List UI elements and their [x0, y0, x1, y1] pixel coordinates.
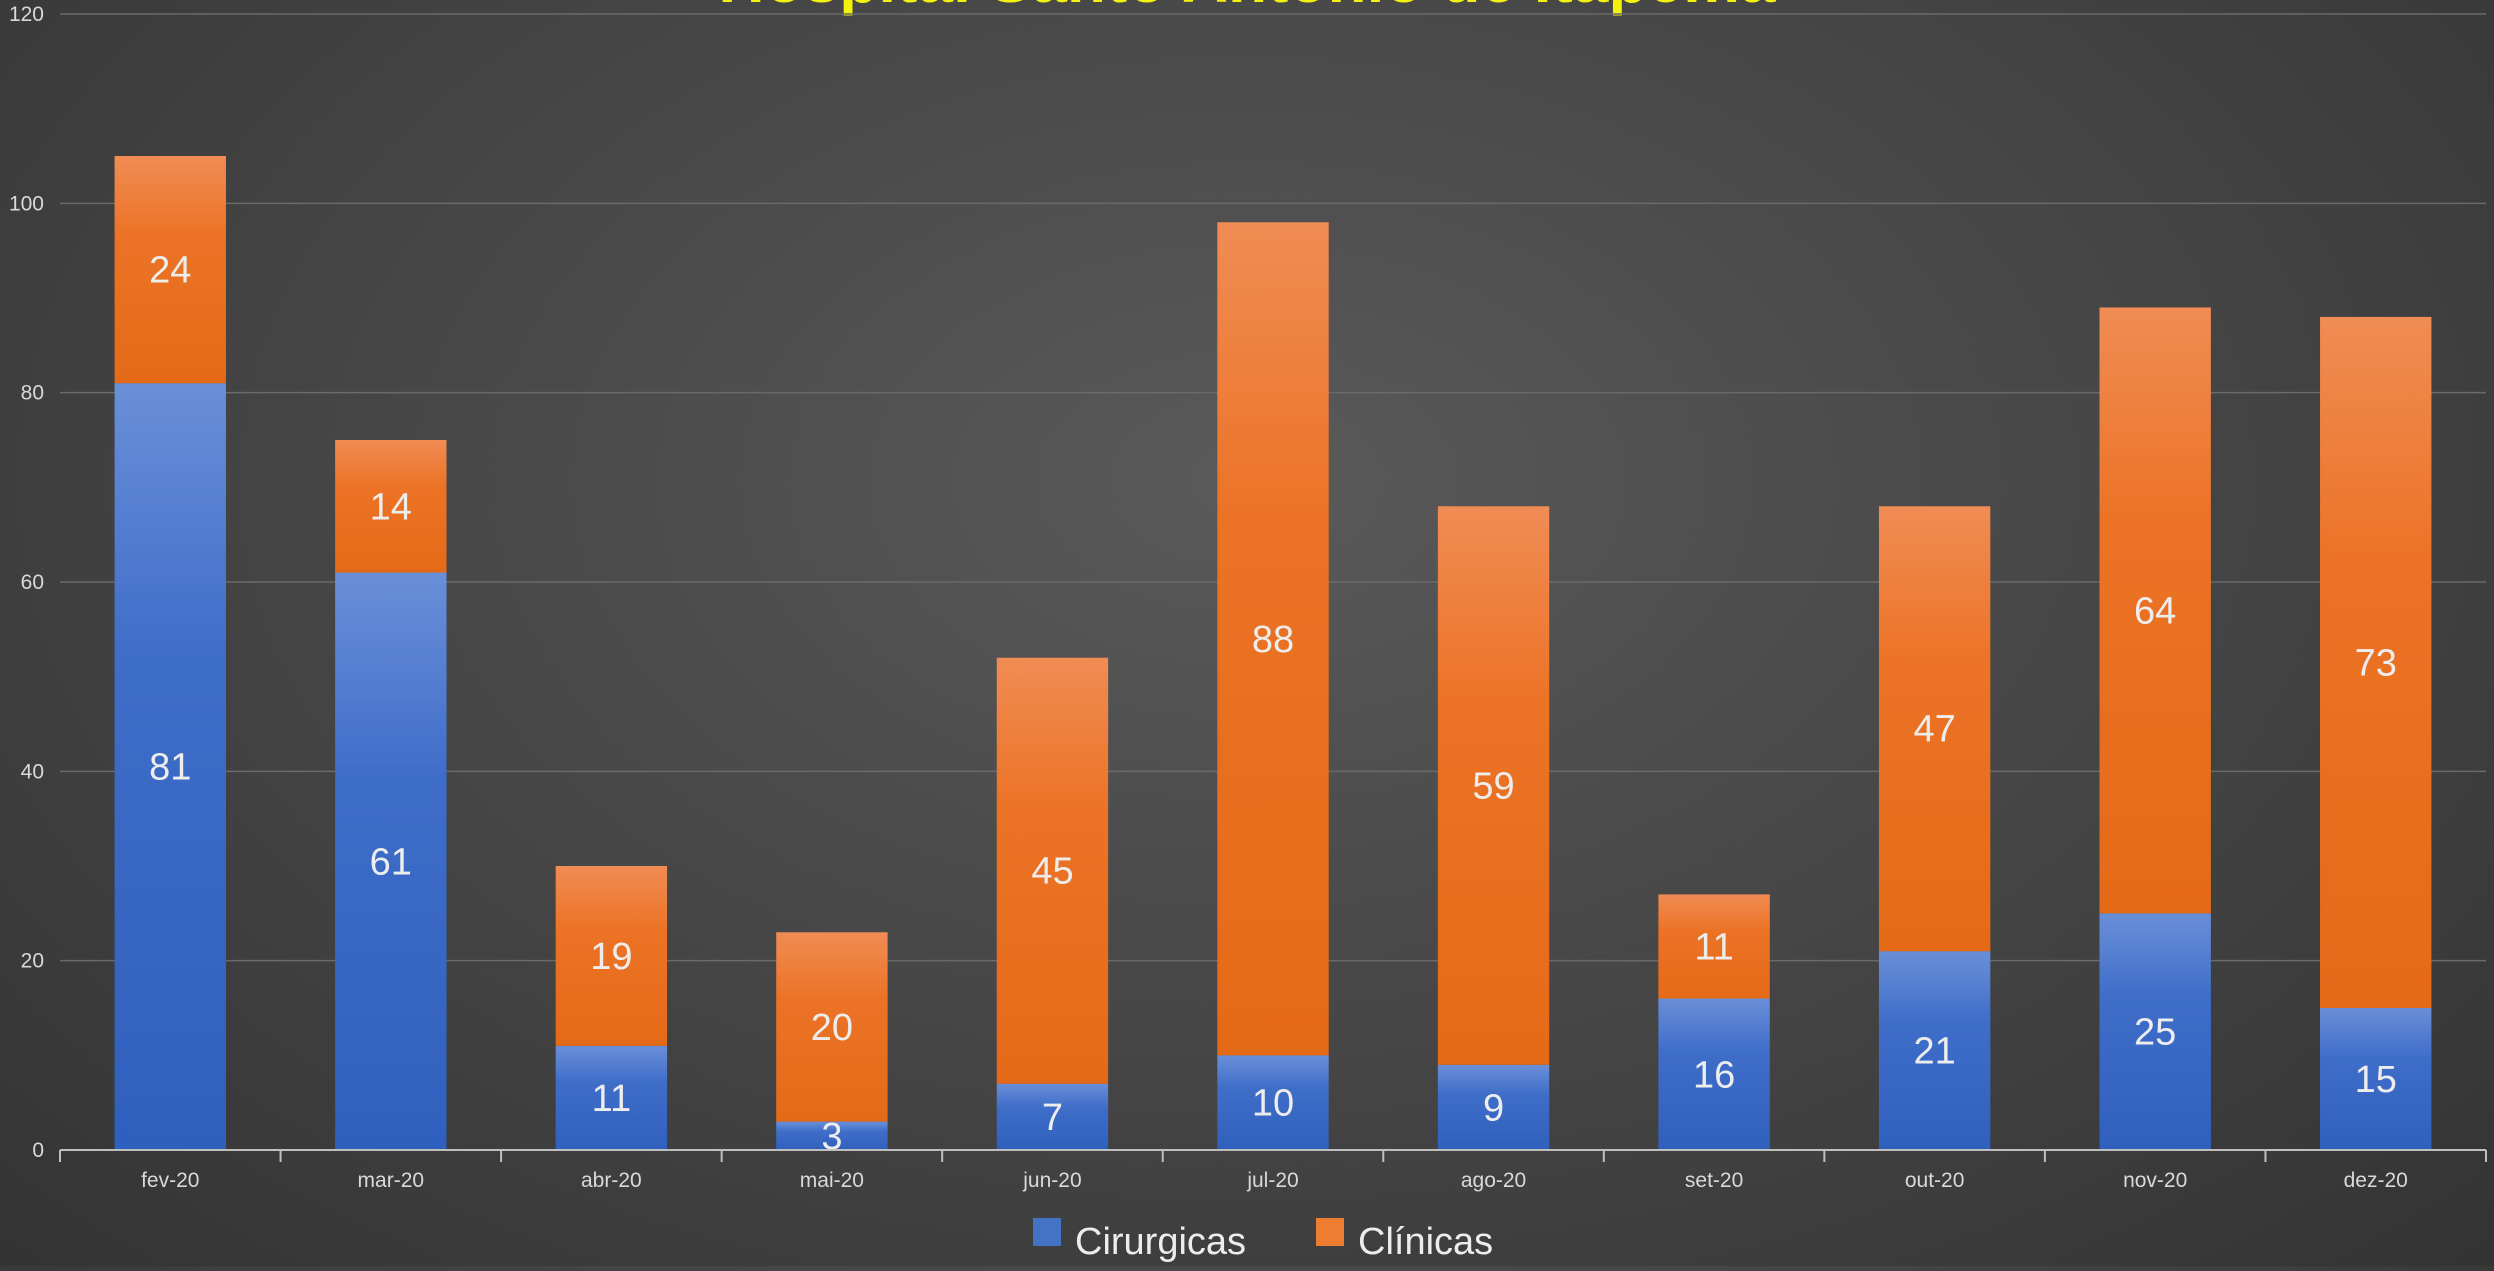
data-label: 15 — [2355, 1059, 2397, 1101]
data-label: 81 — [149, 747, 191, 789]
legend: Cirurgicas Clínicas — [1033, 1218, 1493, 1263]
bar-0-3 — [776, 1121, 888, 1150]
x-tick-label: nov-20 — [2123, 1169, 2187, 1192]
y-tick-label: 80 — [21, 382, 44, 405]
bar-1-5 — [1217, 222, 1329, 1056]
data-label: 61 — [370, 841, 412, 883]
bar-1-10 — [2320, 316, 2432, 1008]
bar-1-6 — [1437, 506, 1550, 1065]
data-label: 47 — [1913, 709, 1955, 751]
x-tick-label: dez-20 — [2344, 1169, 2408, 1192]
bar-0-9 — [2099, 913, 2211, 1150]
bar-1-3 — [776, 932, 888, 1122]
axes: 0 20 40 60 80 100 120 fev-20 mar-20 abr-20 mai-20 j… — [9, 3, 2487, 1192]
y-tick-label: 20 — [21, 950, 44, 973]
x-tick-label: abr-20 — [581, 1169, 642, 1192]
data-label: 11 — [592, 1078, 631, 1120]
data-label: 14 — [370, 486, 412, 528]
bar-1-2 — [555, 866, 668, 1046]
bar-1-9 — [2099, 307, 2211, 914]
bar-0-10 — [2320, 1008, 2432, 1150]
bar-1-7 — [1658, 894, 1770, 999]
x-tick-label: out-20 — [1905, 1169, 1965, 1192]
data-label: 10 — [1252, 1083, 1294, 1125]
x-tick-label: jun-20 — [1022, 1169, 1081, 1192]
data-label: 19 — [590, 936, 632, 978]
data-label: 24 — [149, 250, 191, 292]
data-label: 25 — [2134, 1012, 2176, 1054]
chart-title: Hospital Santo Antônio de Itapema — [718, 0, 1776, 16]
data-label: 9 — [1483, 1087, 1504, 1129]
data-label: 20 — [811, 1007, 853, 1049]
bar-0-2 — [555, 1045, 668, 1150]
bar-1-4 — [996, 657, 1109, 1084]
y-tick-label: 120 — [9, 3, 44, 26]
data-label: 21 — [1913, 1031, 1955, 1073]
y-tick-label: 60 — [21, 571, 44, 594]
x-tick-label: jul-20 — [1246, 1169, 1298, 1192]
bars: 81 24 61 14 11 19 3 20 7 45 10 88 9 59 16 11 21 47 25 64 15 7… — [114, 156, 2432, 1158]
data-label: 45 — [1031, 851, 1073, 893]
legend-label: Cirurgicas — [1075, 1221, 1246, 1263]
x-tick-label: ago-20 — [1461, 1169, 1526, 1192]
bar-0-6 — [1437, 1064, 1550, 1150]
y-tick-label: 0 — [32, 1139, 44, 1162]
x-tick-label: mai-20 — [800, 1169, 864, 1192]
data-label: 73 — [2355, 642, 2397, 684]
bar-0-7 — [1658, 998, 1770, 1150]
bar-0-4 — [996, 1083, 1109, 1150]
bar-1-8 — [1878, 506, 1991, 952]
data-label: 59 — [1472, 766, 1514, 808]
y-tick-label: 100 — [9, 192, 44, 215]
data-label: 3 — [821, 1116, 842, 1158]
data-label: 64 — [2134, 590, 2176, 632]
bar-1-0 — [114, 156, 226, 384]
legend-label: Clínicas — [1358, 1221, 1493, 1263]
data-label: 88 — [1252, 619, 1294, 661]
bar-0-1 — [335, 572, 447, 1150]
bar-1-1 — [335, 440, 447, 573]
y-tick-label: 40 — [21, 760, 44, 783]
x-tick-label: mar-20 — [358, 1169, 425, 1192]
legend-swatch — [1033, 1218, 1061, 1246]
x-tick-label: fev-20 — [141, 1169, 199, 1192]
data-label: 11 — [1694, 926, 1733, 968]
bar-0-0 — [114, 383, 226, 1150]
x-tick-label: set-20 — [1685, 1169, 1743, 1192]
data-label: 16 — [1693, 1054, 1735, 1096]
bar-0-8 — [1878, 951, 1991, 1150]
bar-0-5 — [1217, 1055, 1329, 1150]
legend-swatch — [1316, 1218, 1344, 1246]
data-label: 7 — [1042, 1097, 1063, 1139]
